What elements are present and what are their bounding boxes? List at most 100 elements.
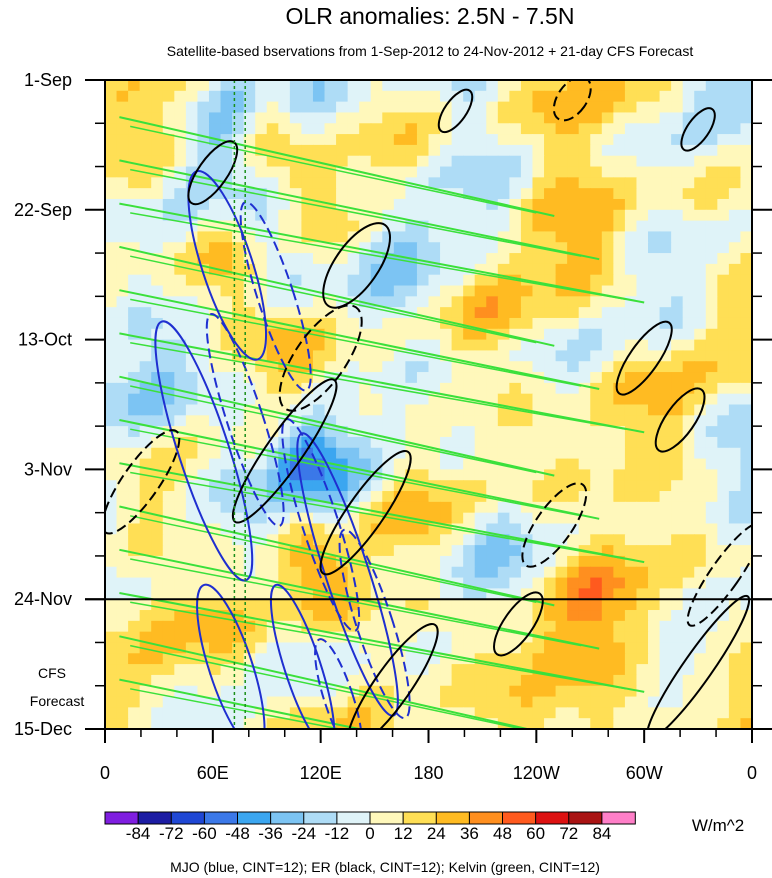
heatmap-cell bbox=[405, 610, 418, 622]
heatmap-cell bbox=[440, 101, 453, 114]
heatmap-cell bbox=[624, 458, 638, 470]
heatmap-cell bbox=[740, 610, 752, 622]
heatmap-cell bbox=[162, 166, 175, 178]
heatmap-cell bbox=[520, 177, 534, 189]
heatmap-cell bbox=[555, 599, 568, 611]
heatmap-cell bbox=[359, 382, 372, 395]
heatmap-cell bbox=[705, 480, 718, 492]
heatmap-cell bbox=[509, 198, 522, 211]
heatmap-cell bbox=[105, 328, 118, 341]
heatmap-cell bbox=[740, 285, 752, 297]
heatmap-cell bbox=[509, 610, 522, 622]
heatmap-cell bbox=[336, 285, 349, 297]
heatmap-cell bbox=[520, 415, 534, 427]
heatmap-cell bbox=[659, 631, 672, 644]
heatmap-cell bbox=[740, 101, 752, 114]
heatmap-cell bbox=[312, 588, 326, 600]
heatmap-cell bbox=[694, 101, 707, 114]
heatmap-cell bbox=[590, 685, 603, 698]
heatmap-cell bbox=[509, 718, 522, 729]
heatmap-cell bbox=[544, 555, 557, 568]
heatmap-cell bbox=[312, 512, 326, 525]
heatmap-cell bbox=[197, 242, 210, 254]
heatmap-cell bbox=[416, 339, 430, 352]
heatmap-cell bbox=[636, 263, 649, 276]
heatmap-cell bbox=[116, 123, 129, 135]
heatmap-cell bbox=[740, 134, 752, 146]
heatmap-cell bbox=[289, 512, 303, 525]
heatmap-cell bbox=[312, 458, 326, 470]
heatmap-cell bbox=[659, 177, 672, 189]
heatmap-cell bbox=[428, 242, 441, 254]
kelvin-contour bbox=[130, 168, 582, 257]
heatmap-cell bbox=[509, 696, 522, 708]
heatmap-cell bbox=[497, 361, 510, 373]
heatmap-cell bbox=[359, 209, 372, 222]
heatmap-cell bbox=[278, 523, 291, 535]
heatmap-cell bbox=[255, 599, 268, 611]
heatmap-cell bbox=[197, 664, 210, 676]
heatmap-cell bbox=[151, 534, 164, 546]
heatmap-cell bbox=[532, 512, 545, 525]
heatmap-cell bbox=[278, 155, 291, 168]
heatmap-cell bbox=[532, 685, 545, 698]
heatmap-cell bbox=[243, 242, 256, 254]
heatmap-cell bbox=[255, 512, 268, 525]
heatmap-cell bbox=[278, 80, 291, 92]
heatmap-cell bbox=[232, 372, 245, 384]
heatmap-cell bbox=[324, 664, 337, 676]
heatmap-cell bbox=[405, 620, 418, 633]
heatmap-cell bbox=[636, 610, 649, 622]
heatmap-cell bbox=[474, 177, 487, 189]
heatmap-cell bbox=[474, 523, 487, 535]
heatmap-cell bbox=[567, 296, 580, 308]
heatmap-cell bbox=[532, 101, 545, 114]
heatmap-cell bbox=[359, 631, 372, 644]
heatmap-cell bbox=[116, 188, 129, 200]
heatmap-cell bbox=[451, 545, 464, 557]
heatmap-cell bbox=[232, 361, 245, 373]
heatmap-cell bbox=[440, 80, 453, 92]
heatmap-cell bbox=[370, 642, 383, 654]
heatmap-cell bbox=[197, 339, 210, 352]
heatmap-cell bbox=[393, 382, 406, 395]
heatmap-cell bbox=[139, 696, 152, 708]
heatmap-cell bbox=[440, 123, 453, 135]
heatmap-cell bbox=[232, 707, 245, 719]
heatmap-cell bbox=[255, 144, 268, 157]
heatmap-cell bbox=[139, 177, 152, 189]
heatmap-cell bbox=[220, 242, 233, 254]
heatmap-cell bbox=[671, 296, 684, 308]
heatmap-cell bbox=[474, 512, 487, 525]
heatmap-cell bbox=[474, 263, 487, 276]
heatmap-cell bbox=[232, 653, 245, 665]
heatmap-cell bbox=[624, 620, 638, 633]
heatmap-cell bbox=[578, 631, 591, 644]
heatmap-cell bbox=[440, 393, 453, 406]
heatmap-cell bbox=[266, 545, 279, 557]
heatmap-cell bbox=[624, 231, 638, 243]
heatmap-cell bbox=[544, 101, 557, 114]
heatmap-cell bbox=[520, 480, 534, 492]
heatmap-cell bbox=[382, 177, 395, 189]
heatmap-cell bbox=[393, 566, 406, 579]
heatmap-cell bbox=[555, 123, 568, 135]
heatmap-cell bbox=[243, 696, 256, 708]
heatmap-cell bbox=[659, 101, 672, 114]
heatmap-cell bbox=[555, 447, 568, 460]
heatmap-cell bbox=[405, 166, 418, 178]
heatmap-cell bbox=[648, 253, 661, 265]
heatmap-cell bbox=[659, 620, 672, 633]
heatmap-cell bbox=[497, 642, 510, 654]
heatmap-cell bbox=[694, 447, 707, 460]
heatmap-cell bbox=[555, 382, 568, 395]
heatmap-cell bbox=[694, 696, 707, 708]
heatmap-cell bbox=[648, 491, 661, 503]
heatmap-cell bbox=[428, 685, 441, 698]
heatmap-cell bbox=[601, 404, 614, 416]
heatmap-cell bbox=[105, 382, 118, 395]
heatmap-cell bbox=[220, 112, 233, 124]
heatmap-cell bbox=[405, 599, 418, 611]
heatmap-cell bbox=[162, 80, 175, 92]
heatmap-cell bbox=[682, 350, 695, 362]
